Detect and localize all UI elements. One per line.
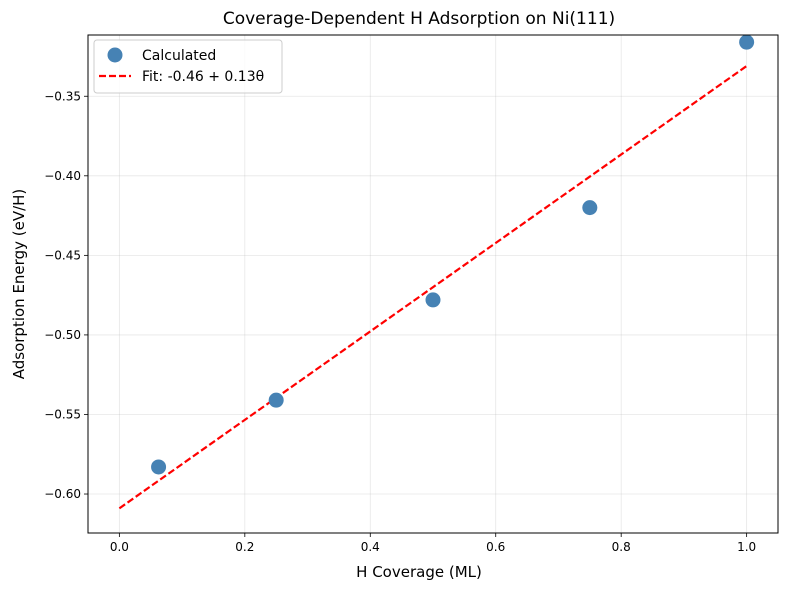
x-tick-label: 0.2 <box>235 540 254 554</box>
legend-label-fit: Fit: -0.46 + 0.13θ <box>142 69 264 85</box>
y-tick-label: −0.35 <box>44 89 81 103</box>
y-axis-ticks: −0.60 −0.55 −0.50 −0.45 −0.40 −0.35 <box>44 89 88 501</box>
plot-frame <box>87 34 779 534</box>
x-tick-label: 0.6 <box>486 540 505 554</box>
x-tick-label: 0.0 <box>110 540 129 554</box>
x-tick-label: 0.4 <box>361 540 380 554</box>
data-point <box>268 392 284 408</box>
data-point <box>582 200 598 216</box>
legend-label-calculated: Calculated <box>142 48 216 64</box>
y-tick-label: −0.60 <box>44 487 81 501</box>
legend-marker-calculated <box>107 47 123 63</box>
data-point <box>151 459 167 475</box>
chart-title: Coverage-Dependent H Adsorption on Ni(11… <box>223 9 615 29</box>
x-tick-label: 1.0 <box>737 540 756 554</box>
fit-line <box>118 65 748 510</box>
legend: Calculated Fit: -0.46 + 0.13θ <box>93 39 283 94</box>
x-axis-ticks: 0.0 0.2 0.4 0.6 0.8 1.0 <box>110 533 756 554</box>
grid <box>88 35 778 533</box>
y-axis-title: Adsorption Energy (eV/H) <box>10 189 28 380</box>
fit-line-layer <box>118 65 748 510</box>
y-tick-label: −0.55 <box>44 407 81 421</box>
x-axis-title: H Coverage (ML) <box>356 563 482 581</box>
y-tick-label: −0.50 <box>44 328 81 342</box>
data-point <box>425 292 441 308</box>
data-points-layer <box>151 34 755 475</box>
legend-box <box>93 39 283 94</box>
y-tick-label: −0.45 <box>44 248 81 262</box>
data-point <box>739 34 755 50</box>
y-tick-label: −0.40 <box>44 169 81 183</box>
x-tick-label: 0.8 <box>612 540 631 554</box>
